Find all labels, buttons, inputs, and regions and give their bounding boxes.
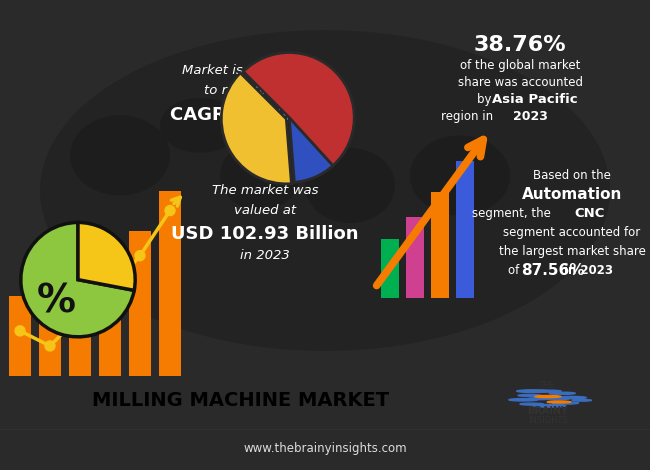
Text: to register a: to register a <box>204 84 286 97</box>
Ellipse shape <box>265 90 335 141</box>
Text: BRAINY: BRAINY <box>527 406 569 416</box>
Circle shape <box>135 251 145 261</box>
Circle shape <box>165 205 175 216</box>
Text: valued at: valued at <box>234 204 296 217</box>
FancyBboxPatch shape <box>406 217 424 298</box>
FancyBboxPatch shape <box>129 231 151 376</box>
Ellipse shape <box>220 141 300 211</box>
Circle shape <box>547 401 571 403</box>
Circle shape <box>75 311 85 321</box>
Circle shape <box>558 396 586 399</box>
Circle shape <box>15 326 25 336</box>
Text: segment accounted for: segment accounted for <box>503 226 641 239</box>
Text: in 2023: in 2023 <box>564 264 612 277</box>
Text: %: % <box>37 282 76 320</box>
Circle shape <box>517 390 549 392</box>
Text: The market was: The market was <box>212 184 318 197</box>
FancyBboxPatch shape <box>39 321 61 376</box>
FancyBboxPatch shape <box>381 239 399 298</box>
Circle shape <box>520 403 543 405</box>
Circle shape <box>509 399 538 401</box>
Text: USD 102.93 Billion: USD 102.93 Billion <box>171 225 359 243</box>
Text: of the global market: of the global market <box>460 59 580 71</box>
FancyBboxPatch shape <box>456 161 474 298</box>
Text: in 2023: in 2023 <box>240 249 290 262</box>
Circle shape <box>105 286 115 296</box>
FancyBboxPatch shape <box>159 190 181 376</box>
Text: 87.56%: 87.56% <box>521 263 585 278</box>
Text: the largest market share: the largest market share <box>499 245 645 258</box>
Text: Automation: Automation <box>522 187 622 202</box>
Wedge shape <box>21 222 134 337</box>
Wedge shape <box>221 73 291 184</box>
Circle shape <box>549 392 575 394</box>
Text: 38.76%: 38.76% <box>474 35 566 55</box>
Text: INSIGHTS: INSIGHTS <box>528 416 568 425</box>
Circle shape <box>535 395 561 398</box>
Circle shape <box>552 402 578 404</box>
Ellipse shape <box>160 98 240 153</box>
FancyBboxPatch shape <box>99 266 121 376</box>
Ellipse shape <box>70 115 170 196</box>
Text: Based on the: Based on the <box>533 169 611 182</box>
FancyBboxPatch shape <box>69 286 91 376</box>
Text: MILLING MACHINE MARKET: MILLING MACHINE MARKET <box>92 391 389 410</box>
Circle shape <box>538 390 561 392</box>
Ellipse shape <box>305 148 395 223</box>
Wedge shape <box>243 53 354 165</box>
Text: Asia Pacific: Asia Pacific <box>492 93 578 106</box>
Text: THE: THE <box>540 381 556 390</box>
Text: of: of <box>508 264 523 277</box>
Text: 2023: 2023 <box>513 110 547 123</box>
Circle shape <box>518 394 541 396</box>
Circle shape <box>533 404 566 407</box>
Text: share was accounted: share was accounted <box>458 76 582 89</box>
Ellipse shape <box>40 30 610 351</box>
Polygon shape <box>34 253 90 289</box>
Text: Market is expected: Market is expected <box>182 64 308 77</box>
Text: by: by <box>476 93 495 106</box>
Text: CAGR of 5.23%: CAGR of 5.23% <box>170 106 320 124</box>
Circle shape <box>45 341 55 351</box>
Text: CNC: CNC <box>575 207 605 220</box>
Circle shape <box>545 398 569 400</box>
Circle shape <box>572 400 592 401</box>
Text: segment, the: segment, the <box>473 207 555 220</box>
Wedge shape <box>78 222 135 290</box>
Circle shape <box>528 398 551 400</box>
FancyBboxPatch shape <box>431 192 449 298</box>
Wedge shape <box>289 118 333 182</box>
Text: www.thebrainyinsights.com: www.thebrainyinsights.com <box>243 441 407 454</box>
Text: region in: region in <box>441 110 497 123</box>
FancyBboxPatch shape <box>9 296 31 376</box>
Ellipse shape <box>410 135 510 216</box>
